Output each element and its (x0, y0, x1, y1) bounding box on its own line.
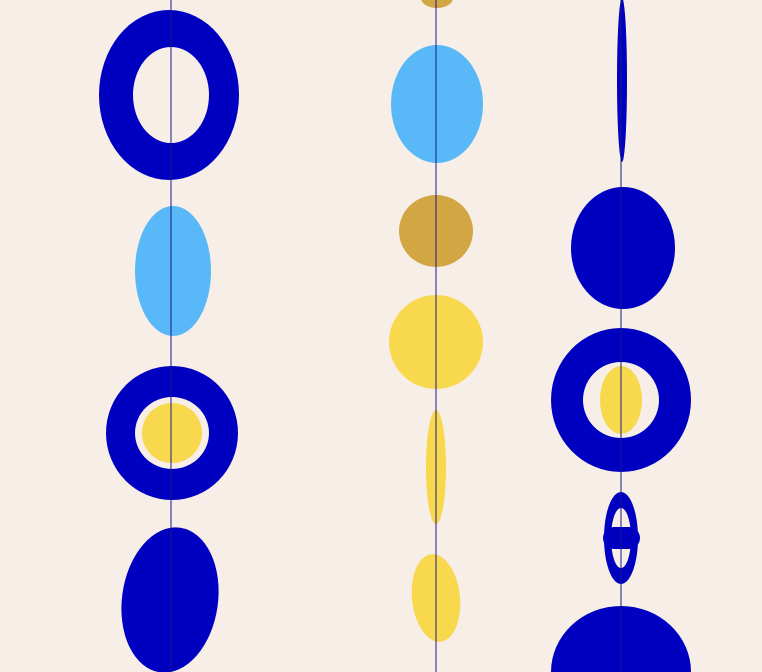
middle-strand (389, 0, 483, 672)
left-strand (98, 0, 240, 672)
left-yellow-disc (142, 403, 202, 463)
right-small-ring (604, 492, 638, 584)
left-sky-oval (135, 206, 211, 336)
right-blue-sliver (617, 0, 627, 162)
left-ring-middle (106, 366, 238, 500)
middle-sky-oval (391, 45, 483, 163)
middle-mustard-top (421, 0, 453, 8)
left-blue-oval-bottom (121, 527, 219, 672)
right-blue-oval (571, 187, 675, 309)
right-strand (551, 0, 691, 672)
right-ring (551, 328, 691, 472)
left-ring-top (98, 9, 240, 181)
